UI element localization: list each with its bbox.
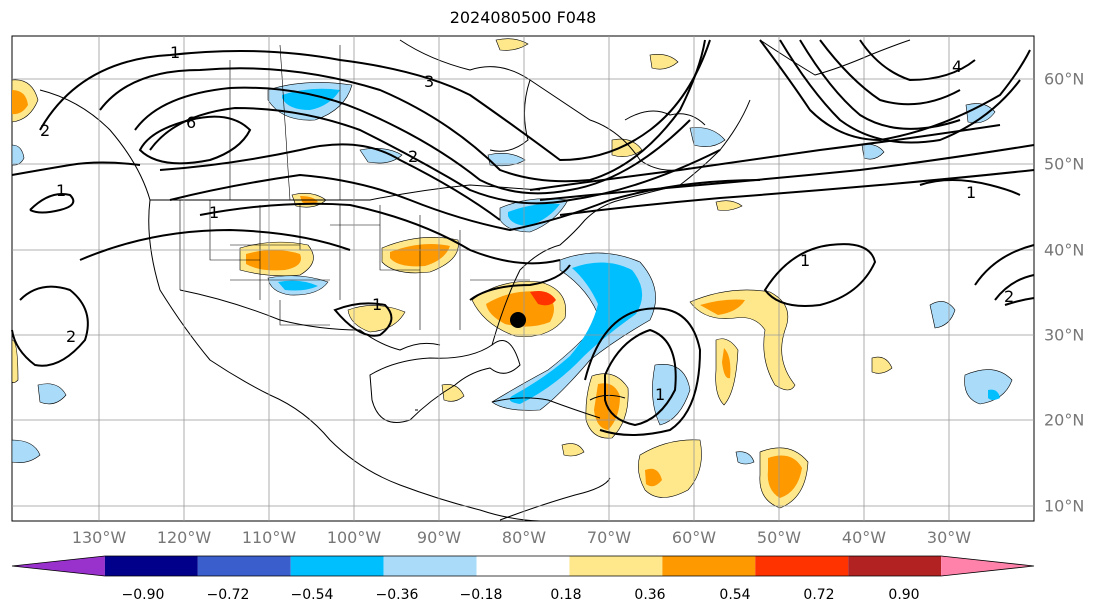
colorbar-tick: −0.18 xyxy=(459,587,503,603)
lon-label: 60°W xyxy=(671,528,717,547)
contour-label: 1 xyxy=(800,251,810,270)
colorbar-segment xyxy=(755,556,849,576)
map-title: 2024080500 F048 xyxy=(449,8,597,27)
colorbar-segment xyxy=(197,556,291,576)
contour-label-group: 1 6 2 3 1 4 1 2 1 1 2 2 1 1 xyxy=(40,43,1014,404)
coastlines xyxy=(39,39,911,522)
colorbar-segment xyxy=(848,556,942,576)
colorbar-segment xyxy=(476,556,570,576)
lat-label: 50°N xyxy=(1044,154,1085,174)
lat-label: 60°N xyxy=(1044,69,1085,89)
colorbar-tick: 0.36 xyxy=(634,587,666,603)
contour-label: 1 xyxy=(56,181,66,200)
colorbar-segments xyxy=(11,555,1035,577)
colorbar-segment xyxy=(104,556,198,576)
contour-label: 1 xyxy=(655,385,665,404)
contour-label: 2 xyxy=(408,147,418,166)
lat-label: 30°N xyxy=(1044,325,1085,345)
colorbar-tick: −0.72 xyxy=(206,587,250,603)
colorbar-segment xyxy=(12,556,105,576)
anomaly-shading xyxy=(11,38,1013,509)
lat-label: 10°N xyxy=(1044,496,1085,516)
map-panel: 1 6 2 3 1 4 1 2 1 1 2 2 1 1 xyxy=(11,35,1035,522)
colorbar-segment xyxy=(290,556,384,576)
colorbar-segment xyxy=(662,556,756,576)
lon-label: 120°W xyxy=(156,528,212,547)
lat-label: 40°N xyxy=(1044,240,1085,260)
colorbar-tick: 0.72 xyxy=(803,587,835,603)
contour-lines xyxy=(11,39,1035,436)
lon-label: 130°W xyxy=(71,528,127,547)
colorbar-tick: −0.36 xyxy=(375,587,419,603)
colorbar-tick: 0.54 xyxy=(719,587,751,603)
contour-label: 1 xyxy=(209,203,219,222)
contour-label: 1 xyxy=(170,43,180,62)
colorbar-tick: −0.54 xyxy=(290,587,334,603)
lon-label: 110°W xyxy=(241,528,297,547)
lon-label: 50°W xyxy=(756,528,802,547)
colorbar-tick: 0.18 xyxy=(550,587,582,603)
contour-label: 1 xyxy=(966,183,976,202)
colorbar-segment xyxy=(383,556,477,576)
contour-label: 2 xyxy=(66,327,76,346)
colorbar xyxy=(11,555,1035,577)
lon-label: 80°W xyxy=(501,528,547,547)
colorbar-tick: 0.90 xyxy=(888,587,920,603)
lon-label: 90°W xyxy=(416,528,462,547)
contour-label: 1 xyxy=(372,295,382,314)
colorbar-border xyxy=(11,555,1035,577)
shading-warm-midatlantic xyxy=(689,289,796,391)
lon-label: 70°W xyxy=(586,528,632,547)
contour-label: 6 xyxy=(186,113,196,132)
contour-label: 2 xyxy=(40,121,50,140)
contour-label: 3 xyxy=(424,72,434,91)
lat-label: 20°N xyxy=(1044,410,1085,430)
colorbar-segment xyxy=(941,556,1034,576)
lon-label: 100°W xyxy=(326,528,382,547)
contour-label: 2 xyxy=(1004,287,1014,306)
lon-label: 30°W xyxy=(926,528,972,547)
colorbar-segment xyxy=(569,556,663,576)
colorbar-tick: −0.90 xyxy=(121,587,165,603)
contour-label: 4 xyxy=(952,57,962,76)
lon-label: 40°W xyxy=(841,528,887,547)
storm-center-marker xyxy=(510,312,526,328)
